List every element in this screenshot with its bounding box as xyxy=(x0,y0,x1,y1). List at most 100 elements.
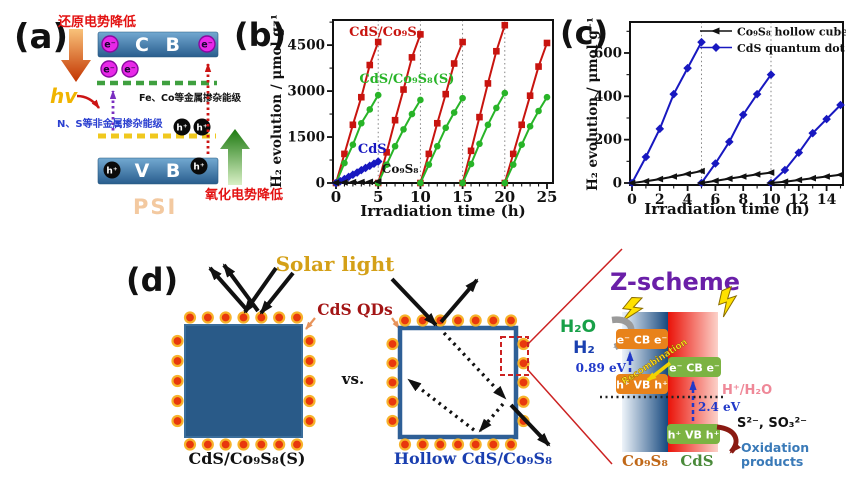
series-line-CdS quantum dot xyxy=(770,104,842,184)
data-point xyxy=(408,54,416,61)
recombination-arrow xyxy=(646,361,672,382)
y-tick-label: 3000 xyxy=(287,84,325,100)
cds-qd-dot xyxy=(183,311,197,324)
cds-qd-dot xyxy=(386,414,399,428)
svg-text:h⁺: h⁺ xyxy=(193,163,204,173)
data-point xyxy=(425,150,433,158)
cds-qd-dot xyxy=(386,337,399,351)
hollow-cube xyxy=(397,325,519,440)
cds-qd-dot xyxy=(171,354,184,368)
data-point xyxy=(535,107,542,115)
data-point xyxy=(780,178,789,185)
data-point xyxy=(526,92,534,99)
data-point xyxy=(467,147,475,155)
series-annotation: CdS/Co₉S₈(S) xyxy=(359,72,454,87)
data-point xyxy=(543,39,551,47)
oxidation-products-line1: Oxidation xyxy=(741,440,809,455)
svg-text:e⁻: e⁻ xyxy=(201,40,212,51)
data-point xyxy=(349,141,357,148)
cds-qd-dot xyxy=(386,395,399,408)
co9s8-cb-text: e⁻ CB e⁻ xyxy=(617,334,668,347)
data-point xyxy=(725,137,734,147)
reduction-arrow-icon xyxy=(61,29,91,82)
lightning-bolt-icons xyxy=(621,285,738,323)
cds-qd-dot xyxy=(303,394,316,408)
data-point xyxy=(493,47,500,55)
data-point xyxy=(356,178,365,186)
y-tick-label: 1500 xyxy=(287,130,325,146)
cds-qd-dot xyxy=(171,414,184,428)
x-tick-label: 6 xyxy=(711,192,721,208)
cds-qd-dot xyxy=(398,314,412,327)
data-point xyxy=(383,149,390,156)
svg-text:e⁻: e⁻ xyxy=(103,65,114,76)
cds-qd-dot xyxy=(504,314,518,327)
data-point xyxy=(425,161,433,168)
vs-label: vs. xyxy=(341,370,364,388)
data-point xyxy=(668,173,677,180)
cds-qd-dot xyxy=(219,311,232,324)
psi-label: PSI xyxy=(133,195,177,219)
h2o-label: H₂O xyxy=(560,317,596,337)
data-point xyxy=(696,167,705,175)
sacrificial-agent-label: S²⁻, SO₃²⁻ xyxy=(737,416,807,431)
data-point xyxy=(433,142,441,150)
x-tick-label: 5 xyxy=(373,188,383,206)
data-point xyxy=(493,104,500,112)
data-point xyxy=(391,116,399,124)
data-point xyxy=(450,109,458,116)
data-point xyxy=(682,170,691,178)
cds-qd-dot xyxy=(434,438,447,451)
series-line-CdS/Co₉S₈ xyxy=(503,42,548,184)
x-tick-label: 10 xyxy=(410,188,431,206)
oxidation-products-line2: products xyxy=(741,454,803,469)
data-point xyxy=(417,179,424,187)
panel-b-label: (b) xyxy=(234,16,286,54)
cds-qd-dot xyxy=(171,394,184,408)
cds-qd-dot xyxy=(219,438,232,451)
hole-icons-midgap: h⁺ h⁺ xyxy=(173,118,211,136)
cds-qd-dot xyxy=(303,334,316,348)
y-axis-label: H₂ evolution / μmol g⁻¹ xyxy=(585,17,601,191)
cds-qd-dot xyxy=(451,314,465,327)
legend-entry-label: CdS quantum dot xyxy=(737,42,846,55)
data-point xyxy=(364,178,374,186)
cds-qd-dot xyxy=(303,374,316,388)
x-axis-label: Irradiation time (h) xyxy=(360,202,526,220)
data-point xyxy=(341,150,348,158)
data-point xyxy=(383,161,390,168)
reduction-potential-text: 还原电势降低 xyxy=(57,14,136,30)
data-point xyxy=(711,27,720,35)
data-point xyxy=(450,60,458,67)
data-point xyxy=(543,93,551,101)
cds-qd-dot xyxy=(517,395,530,408)
data-point xyxy=(808,128,817,138)
data-point xyxy=(366,61,374,69)
x-tick-label: 14 xyxy=(817,192,837,208)
x-tick-label: 25 xyxy=(537,188,558,206)
data-point xyxy=(374,91,382,99)
internal-reflection-arrows xyxy=(407,331,507,433)
data-point xyxy=(340,174,349,184)
panel-c-h2-evolution-chart: 0 2 4 6 8 10 12 14 0 200 400 600 Irradiation time (h… xyxy=(585,17,846,218)
electron-icons: e⁻ e⁻ e⁻ e⁻ xyxy=(100,35,216,78)
data-point xyxy=(835,171,844,179)
panel-d-mechanism-diagram: (d) Solar light CdS QDs CdS/Co₉S₈(S) Hol… xyxy=(126,248,809,470)
data-point xyxy=(669,89,678,99)
data-point xyxy=(417,96,424,104)
panel-b-h2-evolution-chart: 0 5 10 15 20 25 0 1500 3000 4500 Irradiation time … xyxy=(269,14,557,220)
panel-d-label: (d) xyxy=(126,261,178,299)
vb-label: V B xyxy=(135,160,186,182)
data-point xyxy=(794,176,803,184)
cds-qd-dot xyxy=(451,438,465,451)
cds-qd-dots-solid-cube xyxy=(171,311,316,451)
data-point xyxy=(391,142,399,150)
metal-doping-text: Fe、Co等金属掺杂能级 xyxy=(139,92,242,104)
data-point xyxy=(501,21,509,29)
svg-text:h⁺: h⁺ xyxy=(106,167,117,177)
y-tick-label: 0 xyxy=(316,176,325,192)
cds-qd-dot xyxy=(273,438,286,451)
x-tick-label: 10 xyxy=(761,192,781,208)
x-tick-label: 2 xyxy=(655,192,665,208)
